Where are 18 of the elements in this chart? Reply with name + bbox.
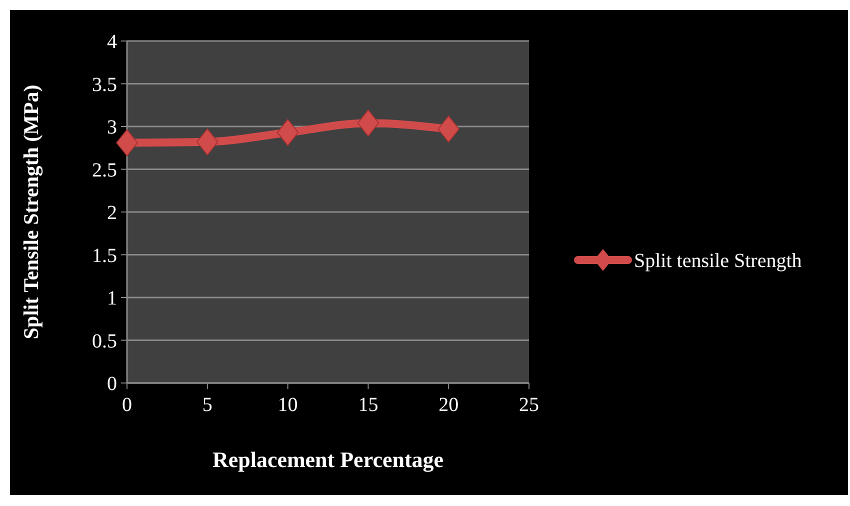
- y-tick-label: 0: [107, 373, 117, 395]
- y-tick-label: 2: [107, 202, 117, 224]
- y-tick-label: 3.5: [92, 74, 117, 96]
- y-tick-label: 2.5: [92, 159, 117, 182]
- x-tick-label: 15: [358, 394, 378, 416]
- y-tick-label: 4: [107, 31, 117, 53]
- x-tick-label: 10: [278, 394, 298, 416]
- x-axis-title: Replacement Percentage: [212, 447, 444, 472]
- x-tick-label: 25: [519, 394, 539, 416]
- y-tick-label: 1: [107, 288, 117, 310]
- y-tick-label: 1.5: [92, 244, 117, 267]
- y-tick-label: 3: [107, 116, 117, 138]
- x-tick-label: 5: [202, 394, 212, 416]
- y-axis-title: Split Tensile Strength (MPa): [19, 84, 43, 340]
- legend-label: Split tensile Strength: [634, 250, 802, 272]
- y-tick-label: 0.5: [92, 330, 117, 352]
- x-tick-label: 0: [122, 394, 132, 416]
- x-tick-label: 20: [438, 394, 459, 416]
